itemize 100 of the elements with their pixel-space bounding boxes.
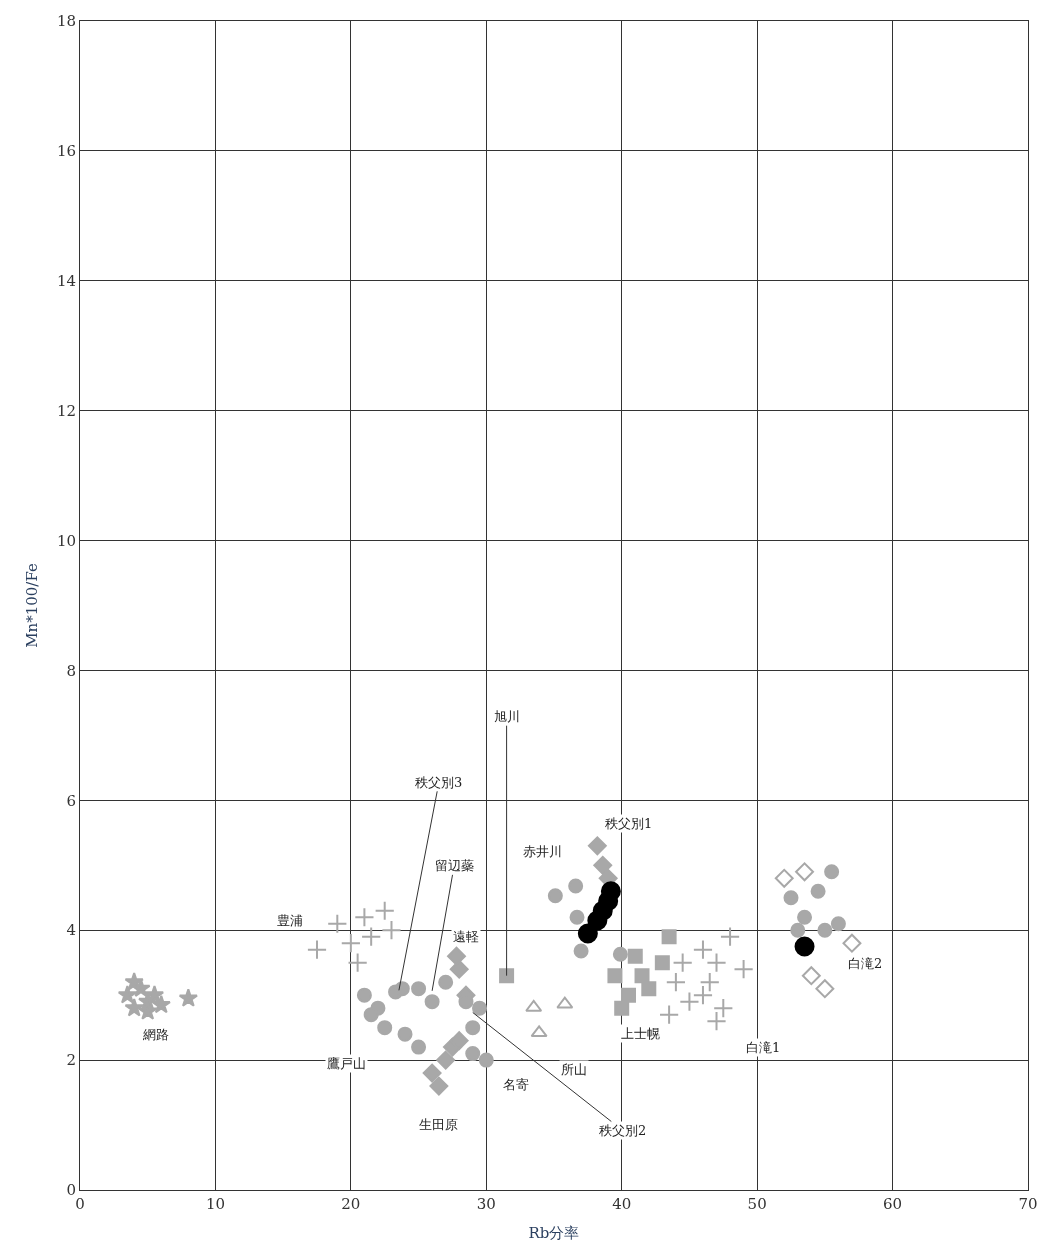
point: [600, 881, 621, 902]
y-tick-label: 0: [66, 1181, 76, 1200]
y-tick-label: 2: [66, 1051, 76, 1070]
series-label: 上士幌: [621, 1026, 660, 1041]
point: [699, 972, 720, 993]
point: [801, 966, 821, 986]
text: 生田原: [419, 1117, 458, 1132]
point: [692, 985, 714, 1006]
text: 留辺蘂: [435, 858, 474, 873]
point: [569, 909, 585, 925]
point: [842, 933, 862, 953]
text: 秩父別3: [415, 775, 463, 790]
point: [830, 916, 846, 932]
point: [124, 998, 144, 1017]
point: [706, 1011, 727, 1032]
point: [411, 981, 427, 997]
y-tick-label: 16: [56, 142, 76, 161]
point: [810, 883, 826, 899]
point: [354, 907, 375, 928]
point: [634, 968, 650, 984]
point: [340, 933, 361, 954]
x-tick-label: 50: [747, 1195, 767, 1213]
point: [719, 926, 741, 947]
point: [614, 1000, 630, 1016]
point: [627, 948, 643, 964]
point: [612, 946, 628, 962]
point: [478, 1052, 494, 1068]
y-axis-title: Mn*100/Fe: [23, 563, 42, 648]
point: [713, 998, 734, 1019]
point: [573, 943, 589, 959]
point: [363, 1007, 379, 1023]
point: [556, 996, 574, 1009]
point: [151, 994, 171, 1014]
point: [356, 987, 372, 1003]
point: [124, 972, 144, 991]
point: [394, 981, 410, 997]
point: [465, 1020, 481, 1036]
point: [436, 1050, 456, 1070]
point: [377, 1020, 393, 1036]
point: [587, 836, 607, 856]
point: [381, 920, 402, 941]
y-tick-label: 18: [56, 12, 76, 31]
point: [790, 922, 806, 938]
point: [774, 868, 794, 888]
point: [568, 878, 584, 894]
point: [117, 985, 138, 1004]
point: [449, 959, 469, 979]
point: [411, 1039, 427, 1055]
point: [661, 929, 677, 945]
point: [692, 939, 714, 960]
point: [797, 909, 813, 925]
point: [465, 1046, 481, 1062]
text: 秩父別2: [599, 1123, 647, 1138]
point: [447, 946, 466, 966]
y-tick-label: 6: [66, 791, 76, 810]
point: [547, 888, 563, 904]
point: [706, 952, 727, 973]
point: [306, 939, 328, 960]
point: [422, 1063, 442, 1083]
text: 白滝1: [746, 1040, 781, 1055]
point: [424, 994, 440, 1010]
series-label: 豊浦: [277, 913, 303, 928]
y-tick-label: 14: [56, 272, 76, 291]
point: [794, 936, 815, 957]
text: 鷹戸山: [327, 1056, 366, 1071]
point: [361, 926, 382, 947]
point: [429, 1076, 449, 1096]
x-tick-label: 10: [205, 1195, 225, 1213]
point: [327, 913, 348, 934]
point: [815, 979, 835, 999]
point: [397, 1026, 413, 1042]
point: [824, 864, 840, 880]
x-tick-label: 20: [341, 1195, 361, 1213]
x-tick-label: 70: [1018, 1195, 1038, 1213]
x-tick-label: 40: [612, 1195, 632, 1213]
point: [654, 955, 670, 971]
point: [178, 988, 198, 1007]
point: [347, 952, 368, 973]
series-label: 遠軽: [453, 929, 479, 944]
point: [817, 922, 833, 938]
point: [593, 855, 613, 875]
point: [783, 890, 799, 906]
point: [144, 985, 165, 1004]
point: [374, 900, 395, 921]
x-tick-label: 30: [476, 1195, 496, 1213]
text: 白滝2: [848, 956, 883, 971]
point: [795, 862, 814, 882]
point: [530, 1025, 548, 1038]
x-axis-title: Rb分率: [528, 1224, 580, 1242]
point: [665, 972, 686, 993]
y-tick-label: 12: [56, 401, 76, 420]
x-tick-label: 60: [883, 1195, 903, 1213]
y-tick-label: 8: [66, 661, 76, 680]
point: [641, 981, 657, 997]
point: [733, 959, 754, 980]
point: [472, 1000, 488, 1016]
text: 旭川: [494, 709, 520, 724]
point: [672, 952, 693, 973]
point: [607, 968, 623, 984]
series-label: 網路: [142, 1027, 169, 1042]
